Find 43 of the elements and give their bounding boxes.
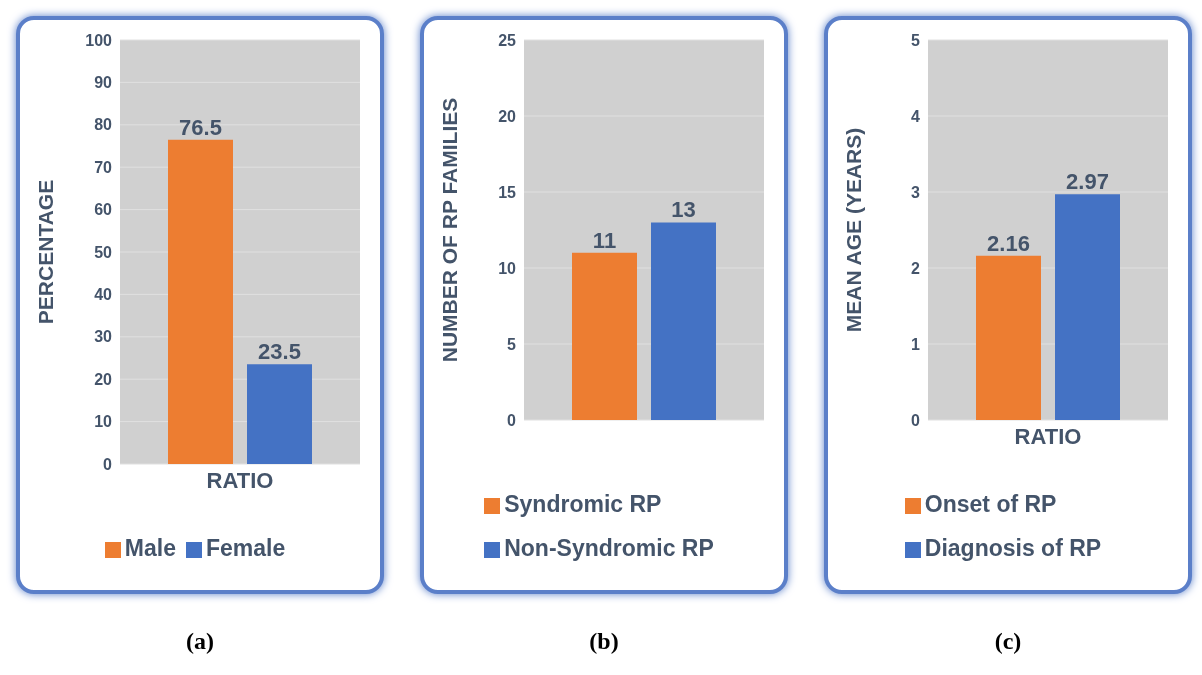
y-tick-label: 15 [498,183,517,201]
legend-label: Non-Syndromic RP [504,535,714,561]
text: (c) [993,628,1023,655]
legend-label: Female [205,535,286,561]
y-tick-label: 2 [911,259,921,277]
y-tick-label: 90 [94,74,113,92]
data-label: 23.5 [258,339,301,365]
y-tick-label: 100 [85,31,113,49]
y-tick-label: 30 [94,328,113,346]
y-tick-label: 25 [498,31,517,49]
data-label: 11 [592,227,617,253]
y-tick-label: 10 [94,413,113,431]
data-label: 2.16 [987,230,1030,256]
y-tick-label: 4 [911,107,921,125]
legend-label: Diagnosis of RP [924,535,1102,561]
y-axis-title: PERCENTAGE [34,179,58,325]
data-label: 2.97 [1066,169,1109,195]
y-tick-label: 20 [498,107,517,125]
legend-label: Male [124,535,176,561]
y-tick-label: 60 [94,201,113,219]
y-tick-label: 1 [911,335,921,353]
y-tick-label: 5 [507,335,517,353]
y-axis-title: MEAN AGE (YEARS) [842,127,866,333]
text: (b) [588,628,620,655]
y-tick-label: 80 [94,116,113,134]
y-tick-label: 0 [103,455,113,473]
y-tick-label: 50 [94,243,113,261]
y-tick-label: 3 [911,183,921,201]
x-tick-label: RATIO [206,467,274,493]
y-tick-label: 10 [498,259,517,277]
y-tick-label: 20 [94,370,113,388]
y-tick-label: 70 [94,158,113,176]
x-tick-label: RATIO [1014,423,1082,449]
y-axis-title: NUMBER OF RP FAMILIES [438,97,462,363]
y-tick-label: 0 [507,411,517,429]
y-tick-label: 40 [94,286,113,304]
y-tick-label: 0 [911,411,921,429]
y-tick-label: 5 [911,31,921,49]
data-label: 76.5 [179,114,222,140]
legend-label: Onset of RP [924,491,1057,517]
text: (a) [185,628,215,655]
legend-label: Syndromic RP [504,491,662,517]
data-label: 13 [671,197,696,223]
